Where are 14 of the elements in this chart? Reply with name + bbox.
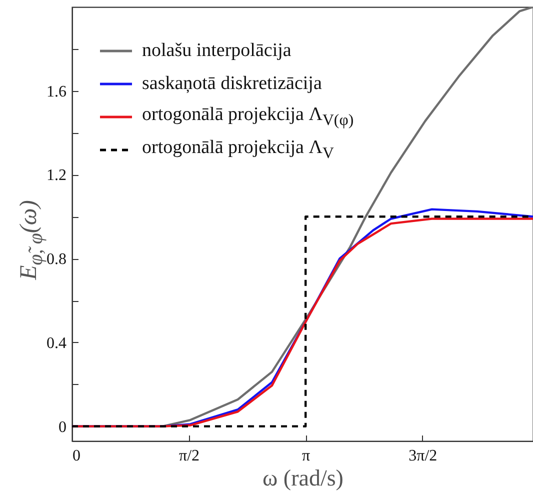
legend-label: ortogonālā projekcija Λ$_{V(φ)}$ bbox=[142, 104, 354, 130]
y-tick-label: 1.6 bbox=[46, 83, 66, 100]
y-tick-label: 0 bbox=[58, 418, 66, 436]
y-tick-label: 0.8 bbox=[46, 251, 66, 268]
legend-label: saskaņotā diskretizācija bbox=[142, 72, 322, 94]
x-tick-label: π/2 bbox=[179, 448, 200, 464]
legend-label: nolašu interpolācija bbox=[142, 40, 292, 62]
y-tick-label: 1.2 bbox=[46, 167, 66, 184]
legend-label: ortogonālā projekcija Λ$_{V}$ bbox=[142, 136, 334, 162]
x-axis-title: ω (rad/s) bbox=[262, 466, 344, 490]
x-tick-label: π bbox=[302, 448, 310, 464]
y-tick-label: 0.4 bbox=[46, 334, 66, 352]
x-tick-label: 3π/2 bbox=[408, 448, 438, 464]
x-tick-label: 0 bbox=[72, 448, 80, 464]
